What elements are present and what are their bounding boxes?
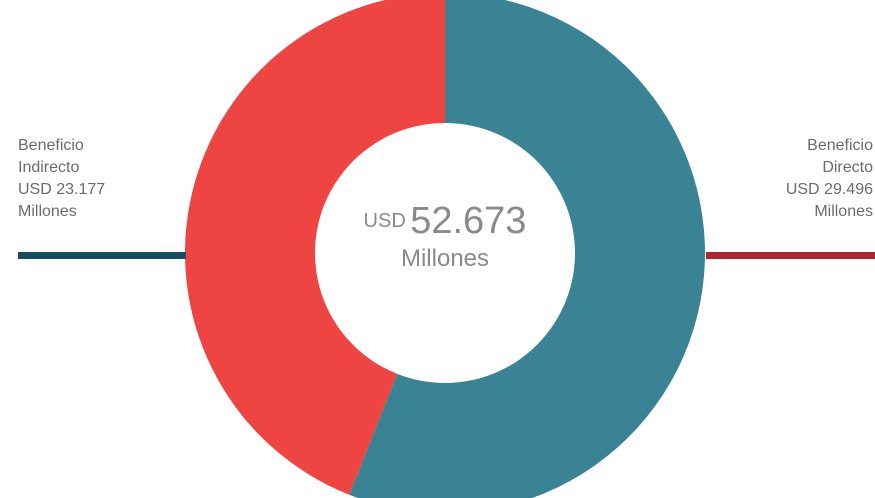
label-indirecto-line-1: Beneficio bbox=[18, 137, 84, 154]
label-directo-line-1: Beneficio bbox=[807, 137, 873, 154]
label-indirecto-line-2: Indirecto bbox=[18, 159, 80, 176]
label-directo-line-3: USD 29.496 bbox=[785, 181, 873, 198]
center-unit: Millones bbox=[400, 245, 490, 272]
center-total-line: USD 52.673 bbox=[315, 200, 575, 243]
label-directo-line-4: Millones bbox=[814, 203, 873, 220]
center-total: USD 52.673 Millones bbox=[315, 200, 575, 273]
leader-line-directo bbox=[706, 252, 875, 259]
label-beneficio-directo: Beneficio Directo USD 29.496 Millones bbox=[786, 135, 873, 223]
label-directo-line-2: Directo bbox=[822, 159, 873, 176]
leader-line-indirecto bbox=[18, 252, 186, 259]
label-indirecto-line-3: USD 23.177 bbox=[18, 181, 106, 198]
slice-beneficio-directo bbox=[349, 0, 705, 498]
label-indirecto-line-4: Millones bbox=[18, 203, 77, 220]
center-currency: USD bbox=[363, 210, 406, 232]
center-value: 52.673 bbox=[410, 200, 527, 242]
label-beneficio-indirecto: Beneficio Indirecto USD 23.177 Millones bbox=[18, 135, 105, 223]
slice-beneficio-indirecto bbox=[185, 0, 445, 495]
